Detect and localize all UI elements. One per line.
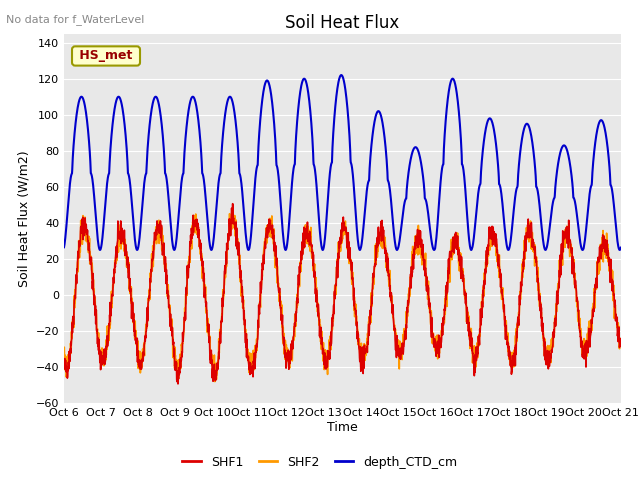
depth_CTD_cm: [337, 72, 345, 78]
SHF2: [216, 341, 223, 347]
SHF2: [584, 331, 591, 336]
SHF1: [359, 359, 367, 364]
SHF2: [229, 202, 237, 207]
Text: HS_met: HS_met: [75, 49, 137, 62]
depth_CTD_cm: [584, 211, 591, 217]
Line: SHF2: SHF2: [64, 204, 621, 382]
depth_CTD_cm: [359, 233, 367, 239]
Text: No data for f_WaterLevel: No data for f_WaterLevel: [6, 14, 145, 25]
depth_CTD_cm: [430, 247, 438, 253]
SHF2: [359, 348, 367, 353]
depth_CTD_cm: [505, 247, 513, 252]
Y-axis label: Soil Heat Flux (W/m2): Soil Heat Flux (W/m2): [17, 150, 30, 287]
SHF2: [568, 245, 576, 251]
depth_CTD_cm: [216, 175, 223, 180]
depth_CTD_cm: [371, 118, 379, 123]
depth_CTD_cm: [60, 244, 68, 250]
SHF1: [216, 338, 223, 344]
SHF1: [371, 263, 379, 269]
SHF1: [174, 381, 182, 387]
SHF2: [211, 379, 219, 384]
SHF1: [568, 250, 576, 255]
SHF1: [617, 341, 625, 347]
SHF2: [505, 346, 513, 351]
SHF1: [229, 201, 237, 206]
depth_CTD_cm: [568, 178, 576, 183]
SHF1: [505, 353, 513, 359]
Legend: SHF1, SHF2, depth_CTD_cm: SHF1, SHF2, depth_CTD_cm: [177, 451, 463, 474]
SHF1: [584, 341, 591, 347]
SHF2: [371, 242, 379, 248]
Title: Soil Heat Flux: Soil Heat Flux: [285, 14, 399, 32]
SHF2: [60, 362, 68, 368]
Line: SHF1: SHF1: [64, 204, 621, 384]
depth_CTD_cm: [617, 245, 625, 251]
Line: depth_CTD_cm: depth_CTD_cm: [64, 75, 621, 250]
SHF2: [617, 343, 625, 349]
SHF1: [60, 358, 68, 364]
X-axis label: Time: Time: [327, 421, 358, 434]
